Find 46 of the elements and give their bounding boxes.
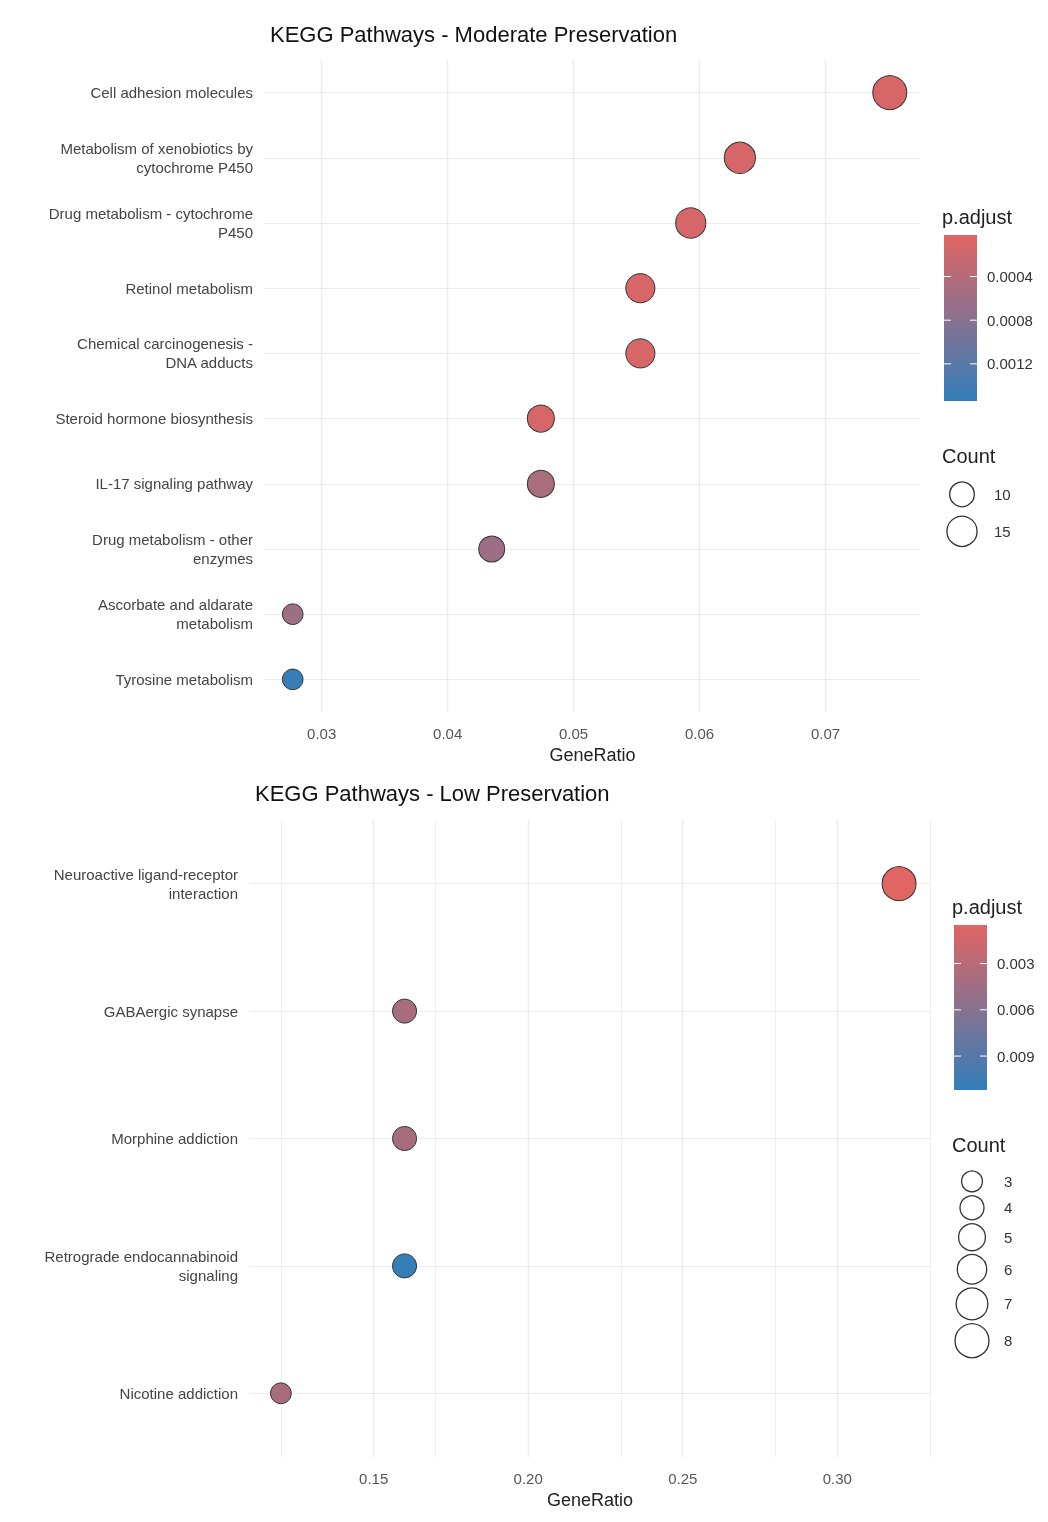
legend-label: 10 (994, 485, 1011, 503)
color-bar-title: p.adjust (952, 896, 1023, 918)
x-tick-label: 0.25 (668, 1470, 698, 1487)
x-tick-label: 0.07 (810, 725, 841, 742)
legend-title: Count (952, 1134, 1006, 1156)
y-tick-label: Tyrosine metabolism (115, 670, 253, 688)
x-tick-label: 0.06 (684, 725, 715, 742)
color-bar-label: 0.003 (997, 955, 1035, 973)
legend-title: Count (942, 445, 996, 467)
x-axis-title: GeneRatio (546, 1490, 634, 1510)
x-tick-label: 0.20 (513, 1470, 543, 1487)
y-tick-label: Morphine addiction (111, 1130, 238, 1147)
x-axis-title: GeneRatio (549, 745, 636, 765)
y-tick-label: Nicotine addiction (119, 1384, 238, 1402)
legend-label: 15 (994, 522, 1011, 540)
y-tick-label: Drug metabolism - cytochrome P450 (48, 205, 253, 241)
color-bar-label: 0.0008 (987, 311, 1033, 329)
color-bar-label: 0.0012 (987, 355, 1033, 373)
x-tick-label: 0.03 (307, 725, 337, 742)
y-tick-label: Chemical carcinogenesis - DNA adducts (77, 335, 253, 372)
color-bar-label: 0.0004 (987, 268, 1033, 285)
y-tick-label: Steroid hormone biosynthesis (55, 410, 253, 428)
y-tick-label: Neuroactive ligand-receptor interaction (53, 865, 238, 902)
y-tick-label: GABAergic synapse (103, 1002, 238, 1020)
y-tick-label: Cell adhesion molecules (90, 84, 253, 102)
y-tick-label: Retinol metabolism (125, 279, 253, 297)
color-bar-title: p.adjust (942, 206, 1013, 228)
color-bar-label: 0.009 (997, 1047, 1035, 1065)
y-tick-label: Ascorbate and aldarate metabolism (97, 596, 253, 633)
color-bar-label: 0.006 (997, 1001, 1035, 1019)
chart-title: KEGG Pathways - Low Preservation (255, 780, 610, 806)
y-tick-label: Retrograde endocannabinoid signaling (44, 1247, 238, 1284)
legend-label: 3 (1004, 1172, 1013, 1190)
legend-label: 8 (1004, 1332, 1013, 1350)
chart-title: KEGG Pathways - Moderate Preservation (270, 21, 678, 47)
legend-label: 7 (1004, 1295, 1013, 1313)
legend-label: 6 (1004, 1260, 1013, 1278)
y-tick-label: Metabolism of xenobiotics by cytochrome P450 (60, 139, 254, 176)
x-tick-label: 0.15 (359, 1470, 389, 1487)
y-tick-label: IL-17 signaling pathway (95, 475, 254, 493)
legend-label: 4 (1004, 1199, 1013, 1217)
y-tick-label: Drug metabolism - other enzymes (92, 531, 253, 567)
x-tick-label: 0.30 (822, 1470, 852, 1487)
x-tick-label: 0.05 (559, 725, 589, 742)
x-tick-label: 0.04 (433, 725, 463, 742)
legend-label: 5 (1004, 1228, 1013, 1246)
